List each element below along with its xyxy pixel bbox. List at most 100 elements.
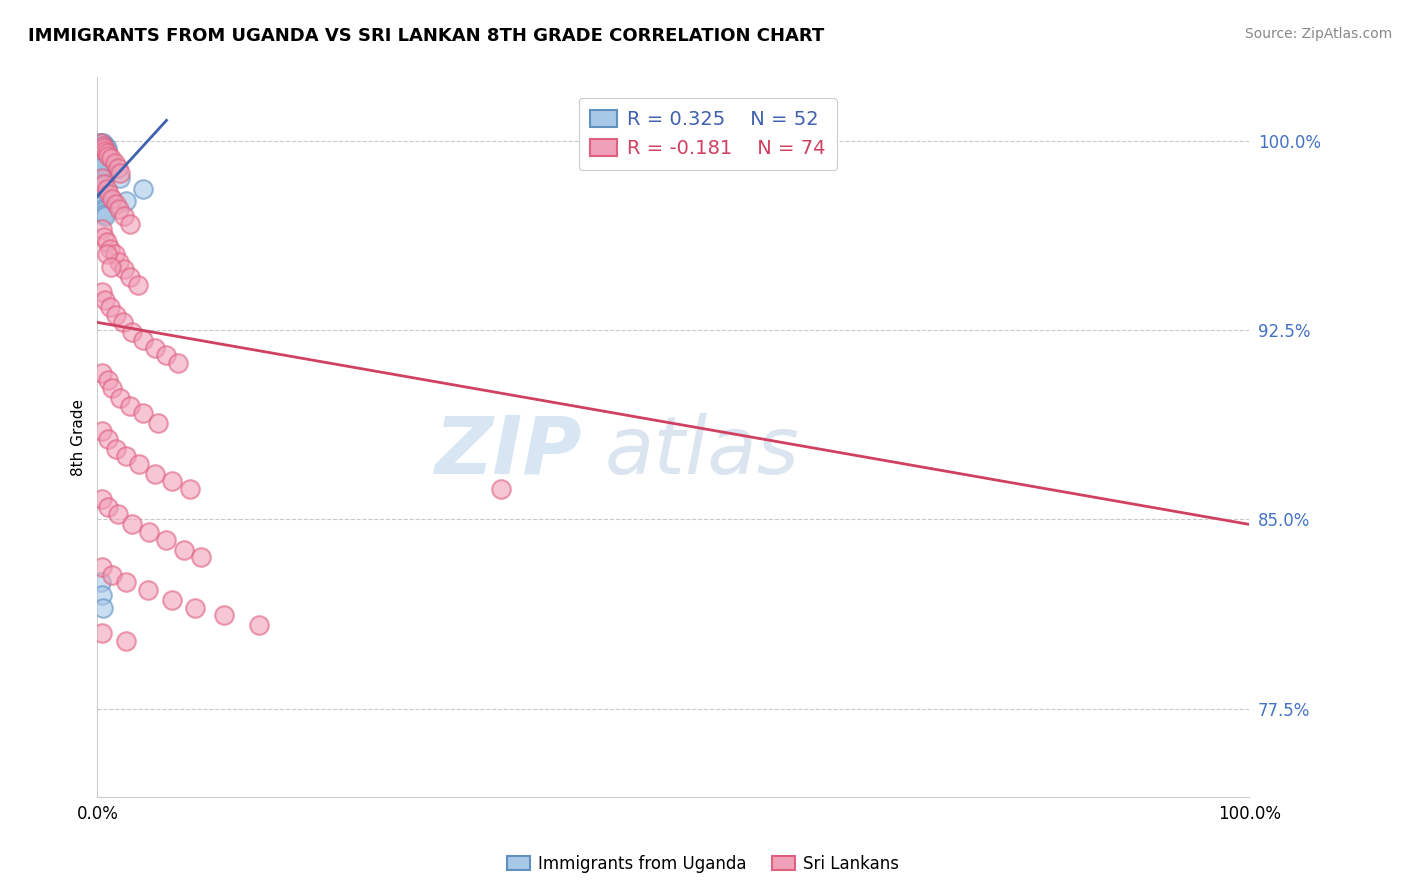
Point — [91, 171, 114, 186]
Point — [160, 593, 183, 607]
Point — [155, 348, 177, 362]
Point — [90, 575, 112, 590]
Point — [100, 151, 122, 165]
Point — [121, 326, 143, 340]
Point — [91, 600, 114, 615]
Y-axis label: 8th Grade: 8th Grade — [72, 399, 86, 475]
Point — [90, 196, 112, 211]
Point — [155, 533, 177, 547]
Point — [93, 141, 115, 155]
Point — [112, 210, 135, 224]
Point — [90, 144, 112, 158]
Point — [111, 315, 134, 329]
Point — [489, 482, 512, 496]
Text: ZIP: ZIP — [434, 413, 581, 491]
Point — [104, 156, 127, 170]
Point — [97, 432, 120, 446]
Point — [127, 277, 149, 292]
Point — [94, 138, 117, 153]
Point — [118, 269, 141, 284]
Point — [93, 229, 115, 244]
Point — [89, 136, 111, 150]
Point — [91, 149, 114, 163]
Point — [160, 475, 183, 489]
Point — [93, 171, 115, 186]
Point — [91, 153, 114, 168]
Point — [173, 542, 195, 557]
Point — [132, 181, 155, 195]
Point — [247, 618, 270, 632]
Point — [91, 136, 114, 150]
Point — [94, 210, 117, 224]
Point — [179, 482, 201, 496]
Text: Source: ZipAtlas.com: Source: ZipAtlas.com — [1244, 27, 1392, 41]
Point — [90, 136, 112, 150]
Point — [91, 169, 114, 183]
Point — [100, 159, 122, 173]
Point — [138, 524, 160, 539]
Point — [143, 341, 166, 355]
Point — [96, 144, 118, 158]
Point — [96, 146, 118, 161]
Point — [96, 149, 118, 163]
Point — [90, 199, 112, 213]
Point — [93, 177, 115, 191]
Point — [98, 156, 121, 170]
Point — [91, 626, 114, 640]
Point — [101, 192, 124, 206]
Point — [136, 583, 159, 598]
Point — [101, 381, 124, 395]
Point — [104, 196, 127, 211]
Point — [93, 138, 115, 153]
Legend: Immigrants from Uganda, Sri Lankans: Immigrants from Uganda, Sri Lankans — [501, 848, 905, 880]
Point — [91, 138, 114, 153]
Point — [167, 356, 190, 370]
Point — [91, 366, 114, 380]
Point — [100, 260, 122, 274]
Point — [143, 467, 166, 481]
Point — [91, 144, 114, 158]
Point — [97, 149, 120, 163]
Point — [190, 550, 212, 565]
Point — [90, 174, 112, 188]
Point — [90, 184, 112, 198]
Point — [97, 374, 120, 388]
Point — [94, 141, 117, 155]
Point — [110, 171, 132, 186]
Point — [93, 207, 115, 221]
Point — [212, 608, 235, 623]
Point — [98, 300, 121, 314]
Point — [90, 136, 112, 150]
Point — [94, 161, 117, 176]
Point — [110, 391, 132, 405]
Point — [184, 600, 207, 615]
Legend: R = 0.325    N = 52, R = -0.181    N = 74: R = 0.325 N = 52, R = -0.181 N = 74 — [578, 98, 838, 169]
Point — [91, 177, 114, 191]
Point — [90, 153, 112, 168]
Point — [93, 159, 115, 173]
Point — [91, 166, 114, 180]
Point — [91, 159, 114, 173]
Point — [108, 254, 131, 268]
Point — [91, 138, 114, 153]
Point — [101, 568, 124, 582]
Point — [93, 192, 115, 206]
Point — [97, 153, 120, 168]
Point — [91, 186, 114, 201]
Point — [94, 293, 117, 307]
Point — [94, 146, 117, 161]
Point — [96, 141, 118, 155]
Point — [132, 406, 155, 420]
Point — [118, 399, 141, 413]
Point — [91, 179, 114, 194]
Point — [121, 517, 143, 532]
Text: IMMIGRANTS FROM UGANDA VS SRI LANKAN 8TH GRADE CORRELATION CHART: IMMIGRANTS FROM UGANDA VS SRI LANKAN 8TH… — [28, 27, 824, 45]
Point — [112, 262, 135, 277]
Point — [110, 166, 132, 180]
Point — [115, 633, 138, 648]
Point — [91, 202, 114, 216]
Point — [118, 217, 141, 231]
Point — [97, 186, 120, 201]
Point — [91, 492, 114, 507]
Point — [91, 204, 114, 219]
